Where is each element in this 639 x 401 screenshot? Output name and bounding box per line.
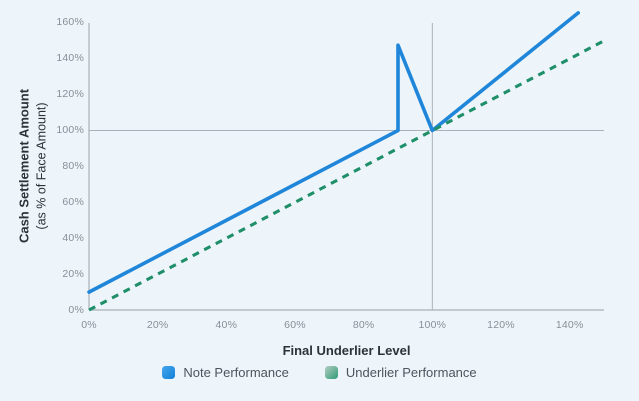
y-tick-label: 0%: [68, 303, 84, 316]
legend: Note Performance Underlier Performance: [0, 365, 639, 380]
y-tick-label: 160%: [56, 16, 84, 29]
y-tick-label: 100%: [56, 124, 84, 136]
legend-label-underlier-performance: Underlier Performance: [345, 365, 477, 380]
y-tick-label: 60%: [62, 195, 84, 208]
underlier-performance-swatch-icon: [324, 366, 338, 379]
legend-label-note-performance: Note Performance: [183, 365, 289, 380]
x-tick-label: 60%: [284, 319, 306, 331]
legend-item-underlier-performance: Underlier Performance: [324, 365, 477, 380]
x-tick-label: 80%: [352, 319, 375, 331]
x-tick-label: 100%: [418, 319, 447, 331]
y-tick-label: 140%: [56, 52, 84, 65]
y-tick-label: 120%: [56, 88, 84, 101]
note-performance-line: [87, 11, 581, 294]
x-tick-label: 140%: [555, 319, 584, 331]
x-tick-label: 0%: [81, 319, 97, 331]
note-performance-swatch-icon: [162, 366, 176, 379]
x-axis-title: Final Underlier Level: [282, 343, 411, 358]
y-tick-label: 80%: [62, 159, 84, 172]
x-tick-label: 20%: [146, 319, 169, 331]
y-tick-label: 40%: [62, 231, 84, 244]
underlier-performance-line: [88, 39, 605, 312]
legend-item-note-performance: Note Performance: [162, 365, 289, 380]
y-axis-title-line1: Cash Settlement Amount: [16, 88, 32, 244]
y-tick-label: 20%: [62, 267, 84, 280]
x-tick-label: 40%: [215, 319, 238, 331]
x-tick-label: 120%: [487, 319, 515, 331]
